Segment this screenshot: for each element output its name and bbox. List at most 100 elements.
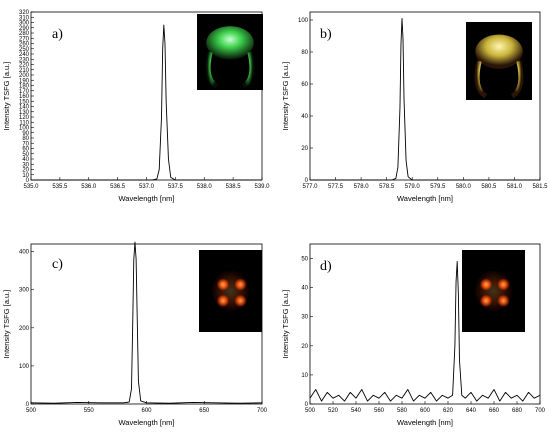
y-tick-label: 220 — [19, 63, 30, 69]
x-tick-label: 560 — [374, 408, 385, 414]
y-tick-label: 50 — [22, 152, 29, 158]
x-tick-label: 581.0 — [507, 184, 523, 190]
x-tick-label: 520 — [328, 408, 339, 414]
x-tick-label: 620 — [443, 408, 454, 414]
x-tick-label: 577.0 — [302, 184, 318, 190]
y-tick-label: 70 — [22, 141, 29, 147]
y-tick-label: 400 — [19, 250, 30, 256]
y-axis-label: Intensity TSFG [a.u.] — [2, 62, 11, 131]
y-tick-label: 20 — [301, 344, 308, 350]
y-tick-label: 40 — [22, 157, 29, 163]
spectrum-line — [310, 17, 540, 181]
y-tick-label: 180 — [19, 84, 30, 90]
chart-panel-2: 577.0 577.5 578.0 578.5 579.0 579.5 580.0 580.5… — [281, 11, 548, 203]
panel-letter: c) — [52, 257, 63, 272]
y-tick-label: 10 — [301, 373, 308, 379]
y-tick-label: 290 — [19, 26, 30, 32]
y-tick-label: 0 — [305, 402, 309, 408]
y-tick-label: 20 — [301, 146, 308, 152]
y-axis-label: Intensity TSFG [a.u.] — [281, 62, 290, 131]
spectrum-line — [31, 24, 262, 181]
y-tick-label: 40 — [301, 286, 308, 292]
y-tick-label: 310 — [19, 15, 30, 21]
y-tick-label: 250 — [19, 47, 30, 53]
y-tick-label: 320 — [19, 10, 30, 16]
y-tick-label: 100 — [298, 18, 309, 24]
spectrum-line — [309, 261, 541, 402]
x-tick-label: 660 — [489, 408, 500, 414]
x-tick-label: 578.0 — [354, 184, 370, 190]
x-tick-label: 650 — [199, 408, 210, 414]
y-tick-label: 200 — [19, 326, 30, 332]
x-tick-label: 700 — [535, 408, 546, 414]
x-tick-label: 538.5 — [226, 184, 242, 190]
x-tick-label: 580 — [397, 408, 408, 414]
x-tick-label: 700 — [257, 408, 268, 414]
y-tick-label: 80 — [22, 136, 29, 142]
y-tick-label: 100 — [19, 126, 30, 132]
y-tick-label: 270 — [19, 36, 30, 42]
y-tick-label: 140 — [19, 105, 30, 111]
y-tick-label: 30 — [22, 162, 29, 168]
y-tick-label: 0 — [26, 402, 30, 408]
y-tick-label: 60 — [301, 82, 308, 88]
x-axis-label: Wavelength [nm] — [119, 194, 175, 203]
x-tick-label: 640 — [466, 408, 477, 414]
inset-image — [462, 250, 525, 332]
spectrum-line — [30, 241, 263, 404]
x-axis-label: Wavelength [nm] — [119, 418, 175, 427]
y-tick-label: 10 — [22, 173, 29, 179]
y-tick-label: 0 — [305, 178, 309, 184]
x-tick-label: 550 — [84, 408, 95, 414]
x-axis-label: Wavelength [nm] — [397, 418, 453, 427]
chart-panel-3: 500 550 600 650 700 0 100 200 300 400 Wavelength [… — [2, 241, 268, 427]
x-tick-label: 580.0 — [456, 184, 472, 190]
y-tick-label: 60 — [22, 147, 29, 153]
y-tick-label: 90 — [22, 131, 29, 137]
y-tick-label: 200 — [19, 73, 30, 79]
panel-letter: b) — [320, 27, 332, 42]
x-tick-label: 536.0 — [81, 184, 97, 190]
y-tick-label: 30 — [301, 315, 308, 321]
chart-panel-4: 500 520 540 560 580 600 620 640 660 680 700 0 10 20 30… — [281, 243, 546, 427]
x-tick-label: 579.5 — [430, 184, 446, 190]
y-tick-label: 130 — [19, 110, 30, 116]
x-tick-label: 537.5 — [168, 184, 184, 190]
y-tick-label: 300 — [19, 21, 30, 27]
y-tick-label: 240 — [19, 52, 30, 58]
x-tick-label: 500 — [305, 408, 316, 414]
inset-image — [199, 250, 262, 332]
y-tick-label: 230 — [19, 57, 30, 63]
y-tick-label: 190 — [19, 78, 30, 84]
y-tick-label: 50 — [301, 257, 308, 263]
x-tick-label: 540 — [351, 408, 362, 414]
inset-image — [197, 14, 263, 90]
y-tick-label: 300 — [19, 288, 30, 294]
x-tick-label: 535.0 — [23, 184, 39, 190]
x-tick-label: 600 — [420, 408, 431, 414]
y-tick-label: 0 — [26, 178, 30, 184]
y-tick-label: 20 — [22, 168, 29, 174]
y-tick-label: 160 — [19, 94, 30, 100]
x-axis-label: Wavelength [nm] — [397, 194, 453, 203]
y-axis-label: Intensity TSFG [a.u.] — [2, 290, 11, 359]
x-tick-label: 581.5 — [532, 184, 548, 190]
x-tick-label: 600 — [141, 408, 152, 414]
x-tick-label: 580.5 — [481, 184, 497, 190]
x-tick-label: 538.0 — [197, 184, 213, 190]
x-tick-label: 535.5 — [52, 184, 68, 190]
x-tick-label: 536.5 — [110, 184, 126, 190]
x-tick-label: 579.0 — [405, 184, 421, 190]
y-tick-label: 280 — [19, 31, 30, 37]
x-tick-label: 577.5 — [328, 184, 344, 190]
inset-image — [466, 22, 532, 100]
panel-letter: d) — [320, 259, 332, 274]
x-tick-label: 680 — [512, 408, 523, 414]
chart-panel-1: 535.0 535.5 536.0 536.5 537.0 537.5 538.0 538.5… — [2, 10, 270, 203]
x-tick-label: 578.5 — [379, 184, 395, 190]
y-tick-label: 260 — [19, 42, 30, 48]
y-tick-label: 40 — [301, 114, 308, 120]
x-tick-label: 539.0 — [254, 184, 270, 190]
y-tick-label: 120 — [19, 115, 30, 121]
